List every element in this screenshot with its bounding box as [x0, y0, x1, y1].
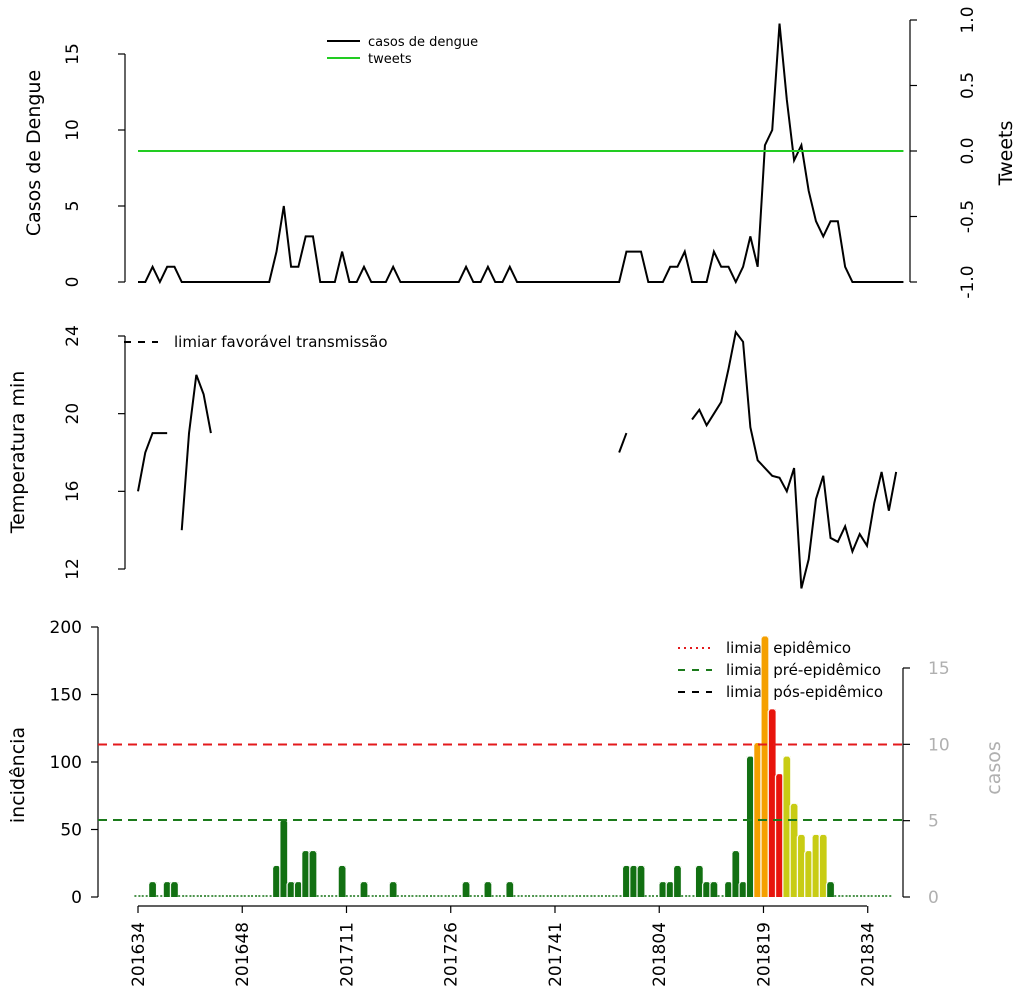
incidence-bar — [164, 882, 171, 897]
incidence-bar — [339, 866, 346, 897]
cases-line — [138, 24, 903, 282]
temperature-line-segment — [692, 332, 896, 588]
incidence-bar — [280, 820, 287, 897]
incidence-bar — [798, 835, 805, 897]
panel1-ylabel: Casos de Dengue — [23, 70, 45, 236]
panel3-left-tick-label: 100 — [50, 753, 82, 773]
panel3-right-tick-label: 0 — [928, 888, 939, 908]
incidence-bar — [309, 851, 316, 897]
x-tick-label: 201648 — [233, 922, 253, 987]
incidence-bar — [827, 882, 834, 897]
legend-label-epidemic: limiar epidêmico — [726, 639, 851, 657]
legend-label-cases: casos de dengue — [368, 35, 478, 50]
x-tick-label: 201726 — [442, 922, 462, 987]
incidence-bar — [390, 882, 397, 897]
incidence-bar — [360, 882, 367, 897]
incidence-bar — [696, 866, 703, 897]
incidence-bar — [812, 835, 819, 897]
panel2-left-tick-label: 20 — [63, 403, 83, 425]
incidence-bar — [820, 835, 827, 897]
x-tick-label: 201834 — [859, 922, 879, 987]
panel1-right-tick-label: 1.0 — [958, 6, 978, 33]
incidence-bar — [674, 866, 681, 897]
x-tick-label: 201741 — [546, 922, 566, 987]
panel3-left-tick-label: 150 — [50, 686, 82, 706]
incidence-bar — [506, 882, 513, 897]
panel1-right-tick-label: -1.0 — [958, 265, 978, 298]
incidence-bar — [710, 882, 717, 897]
panel1-right-tick-label: -0.5 — [958, 200, 978, 233]
incidence-bar — [287, 882, 294, 897]
incidence-bar — [149, 882, 156, 897]
incidence-panel: incidência casos limiar epidêmico limiar… — [7, 618, 1005, 987]
incidence-bar — [659, 882, 666, 897]
legend-label-post-epidemic: limiar pós-epidêmico — [726, 683, 883, 701]
incidence-bar — [462, 882, 469, 897]
legend-label-threshold: limiar favorável transmissão — [174, 333, 388, 351]
panel2-left-tick-label: 24 — [63, 325, 83, 347]
incidence-bar — [667, 882, 674, 897]
panel3-ylabel: incidência — [7, 727, 29, 823]
panel1-left-tick-label: 5 — [63, 201, 83, 212]
legend-label-pre-epidemic: limiar pré-epidêmico — [726, 661, 881, 679]
x-tick-label: 201711 — [337, 922, 357, 987]
incidence-bar — [761, 636, 768, 897]
incidence-bar — [295, 882, 302, 897]
panel1-ylabel-right: Tweets — [995, 121, 1017, 187]
incidence-bar — [776, 774, 783, 897]
incidence-bar — [703, 882, 710, 897]
incidence-bar — [302, 851, 309, 897]
temperature-line-segment — [138, 433, 167, 491]
x-tick-label: 201804 — [650, 922, 670, 987]
incidence-bar — [630, 866, 637, 897]
panel2-ylabel: Temperatura min — [7, 371, 29, 535]
incidence-bar — [739, 882, 746, 897]
panel1-left-tick-label: 0 — [63, 277, 83, 288]
cases-tweets-panel: Casos de Dengue Tweets casos de dengue t… — [23, 6, 1017, 298]
panel1-legend: casos de dengue tweets — [327, 35, 478, 67]
incidence-bar — [171, 882, 178, 897]
panel2-legend: limiar favorável transmissão — [124, 333, 388, 351]
incidence-bar — [805, 851, 812, 897]
panel3-left-tick-label: 0 — [71, 888, 82, 908]
panel2-left-tick-label: 12 — [63, 558, 83, 580]
incidence-bar — [725, 882, 732, 897]
incidence-bar — [484, 882, 491, 897]
panel1-left-tick-label: 15 — [63, 43, 83, 65]
incidence-bar — [791, 804, 798, 897]
panel1-right-tick-label: 0.0 — [958, 137, 978, 164]
panel3-right-tick-label: 5 — [928, 812, 939, 832]
panel2-left-tick-label: 16 — [63, 481, 83, 503]
panel3-left-tick-label: 50 — [60, 821, 82, 841]
panel3-legend: limiar epidêmico limiar pré-epidêmico li… — [678, 639, 883, 701]
incidence-bar — [273, 866, 280, 897]
x-tick-label: 201819 — [754, 922, 774, 987]
incidence-bar — [623, 866, 630, 897]
x-tick-label: 201634 — [129, 922, 149, 987]
incidence-bar — [732, 851, 739, 897]
temperature-line-segment — [619, 433, 626, 452]
panel3-right-tick-label: 10 — [928, 735, 950, 755]
incidence-bar — [637, 866, 644, 897]
panel1-left-tick-label: 10 — [63, 119, 83, 141]
panel3-right-tick-label: 15 — [928, 659, 950, 679]
panel1-right-tick-label: 0.5 — [958, 72, 978, 99]
incidence-bar — [783, 757, 790, 897]
legend-label-tweets: tweets — [368, 52, 412, 67]
incidence-bar — [747, 757, 754, 897]
panel3-left-tick-label: 200 — [50, 618, 82, 638]
incidence-bar — [769, 709, 776, 897]
panel3-ylabel-right: casos — [983, 741, 1005, 795]
temperature-line-segment — [182, 375, 211, 530]
temperature-panel: Temperatura min limiar favorável transmi… — [7, 325, 896, 588]
